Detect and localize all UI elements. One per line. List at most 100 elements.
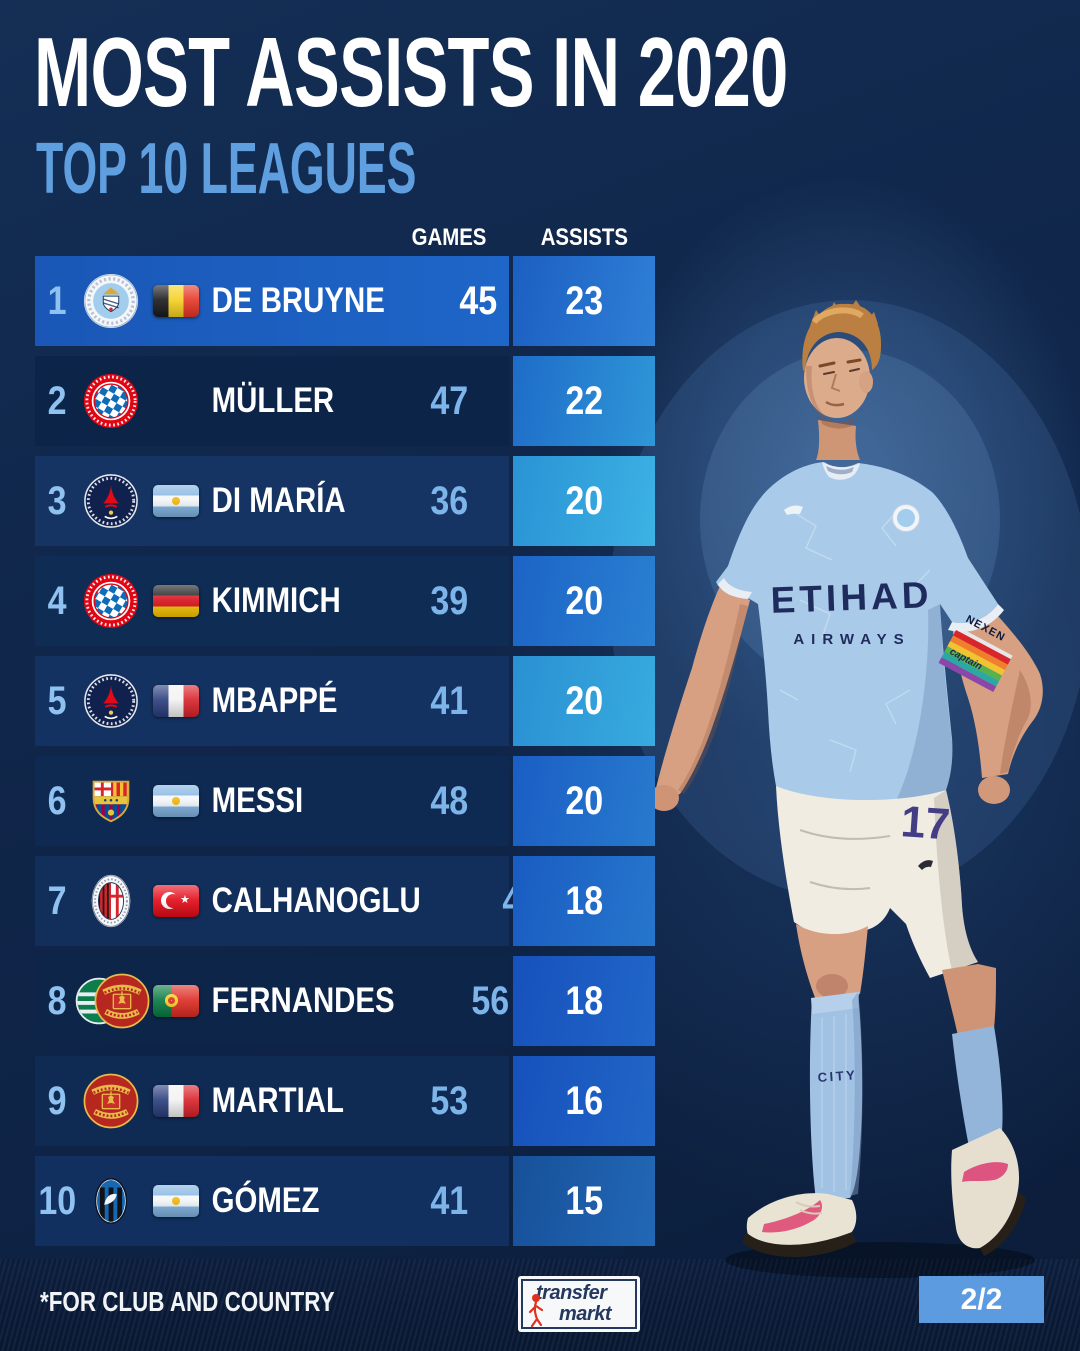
table-row: 7 ★ CALHANOGLU 47 18 [35,856,655,946]
player-name: GÓMEZ [211,1181,320,1220]
assists-value: 15 [565,1178,603,1223]
brand-word-bottom: markt [559,1303,611,1325]
belgium-flag-icon [153,285,199,317]
row-main-fernandes: 8 FERNANDES 56 [35,956,509,1046]
games-value: 41 [430,678,468,723]
france-flag-icon [153,685,199,717]
assists-cell: 20 [513,456,655,546]
player-name: FERNANDES [211,981,395,1020]
assists-cell: 20 [513,556,655,646]
row-main-gomez: 10 GÓMEZ 41 [35,1156,509,1246]
assists-cell: 22 [513,356,655,446]
rank-label: 5 [48,678,67,723]
games-value: 53 [430,1078,468,1123]
sleeve-sponsor-text: NEXEN [964,613,1008,644]
assists-value: 20 [565,778,603,823]
captain-armband-text: captain [948,646,984,672]
rank-label: 9 [48,1078,67,1123]
brand-word-top: transfer [536,1282,607,1304]
argentina-flag-icon [153,785,199,817]
games-value: 47 [430,378,468,423]
sun-of-may-icon [172,1197,180,1205]
sun-of-may-icon [172,797,180,805]
games-value: 48 [430,778,468,823]
table-row: 5 MBAPPÉ 41 20 [35,656,655,746]
row-main-di-maria: 3 DI MARÍA 36 [35,456,509,546]
page-indicator-badge: 2/2 [919,1276,1044,1323]
rank-label: 7 [48,878,67,923]
germany-flag-icon [153,585,199,617]
bayern-munich-badge-icon [83,373,139,429]
games-value: 56 [470,978,509,1023]
assists-ranking-table: 1 DE BRUYNE 45 23 2 MÜLLER 47 22 3 [35,256,655,1256]
row-main-messi: 6 MESSI 48 [35,756,509,846]
shirt-sponsor-text: ETIHAD [770,574,933,621]
player-name: DI MARÍA [211,481,346,520]
assists-cell: 20 [513,656,655,746]
row-main-martial: 9 MARTIAL 53 [35,1056,509,1146]
player-illustration: ETIHAD AIRWAYS NEXEN captain 17 [610,300,1080,1278]
sock-text: CITY [817,1067,858,1085]
rank-label: 3 [48,478,67,523]
assists-cell: 15 [513,1156,655,1246]
assists-value: 20 [565,478,603,523]
transfermarkt-figure-icon [528,1294,544,1327]
france-flag-icon [153,1085,199,1117]
assists-value: 22 [565,378,603,423]
footnote: *FOR CLUB AND COUNTRY [40,1286,335,1317]
ac-milan-badge-icon [83,873,139,929]
row-main-mbappe: 5 MBAPPÉ 41 [35,656,509,746]
bayern-munich-badge-icon [83,573,139,629]
games-value: 39 [430,578,468,623]
table-row: 2 MÜLLER 47 22 [35,356,655,446]
table-row: 10 GÓMEZ 41 15 [35,1156,655,1246]
assists-cell: 18 [513,856,655,946]
player-photo-de-bruyne: ETIHAD AIRWAYS NEXEN captain 17 [600,270,1080,1351]
player-name: MBAPPÉ [211,681,338,720]
transfermarkt-logo: transfer markt [518,1276,640,1332]
table-row: 3 DI MARÍA 36 20 [35,456,655,546]
row-main-kimmich: 4 KIMMICH 39 [35,556,509,646]
games-value: 45 [459,278,498,323]
assists-cell: 18 [513,956,655,1046]
shorts-number: 17 [899,797,951,849]
portugal-emblem-icon [165,994,178,1007]
assists-value: 20 [565,578,603,623]
table-row: 4 KIMMICH 39 20 [35,556,655,646]
psg-badge-icon [83,673,139,729]
assists-cell: 23 [513,256,655,346]
shirt-sponsor-text-2: AIRWAYS [793,631,910,648]
manchester-united-badge-icon [94,973,150,1029]
turkey-flag-icon: ★ [153,885,199,917]
manchester-city-badge-icon [83,273,139,329]
row-main-calhanoglu: 7 ★ CALHANOGLU 47 [35,856,540,946]
portugal-flag-icon [153,985,199,1017]
table-row: 8 FERNANDES 56 18 [35,956,655,1046]
assists-cell: 16 [513,1056,655,1146]
argentina-flag-icon [153,485,199,517]
assists-cell: 20 [513,756,655,846]
column-header-assists: ASSISTS [540,224,628,251]
page-title: MOST ASSISTS IN 2020 [34,17,788,127]
manchester-united-badge-icon [83,1073,139,1129]
table-row: 1 DE BRUYNE 45 23 [35,256,655,346]
player-name: MESSI [211,781,304,820]
column-header-games: GAMES [411,224,487,251]
games-value: 36 [430,478,468,523]
table-row: 6 MESSI 48 20 [35,756,655,846]
page-subtitle: TOP 10 LEAGUES [36,129,417,209]
rank-label: 6 [48,778,67,823]
assists-value: 18 [565,978,603,1023]
rank-label: 2 [48,378,67,423]
rank-label: 8 [48,978,67,1023]
player-name: CALHANOGLU [211,881,421,920]
assists-value: 23 [565,278,603,323]
player-name: KIMMICH [211,581,341,620]
sun-of-may-icon [172,497,180,505]
argentina-flag-icon [153,1185,199,1217]
games-value: 41 [430,1178,468,1223]
assists-value: 18 [565,878,603,923]
rank-label: 4 [48,578,67,623]
row-main-muller: 2 MÜLLER 47 [35,356,509,446]
